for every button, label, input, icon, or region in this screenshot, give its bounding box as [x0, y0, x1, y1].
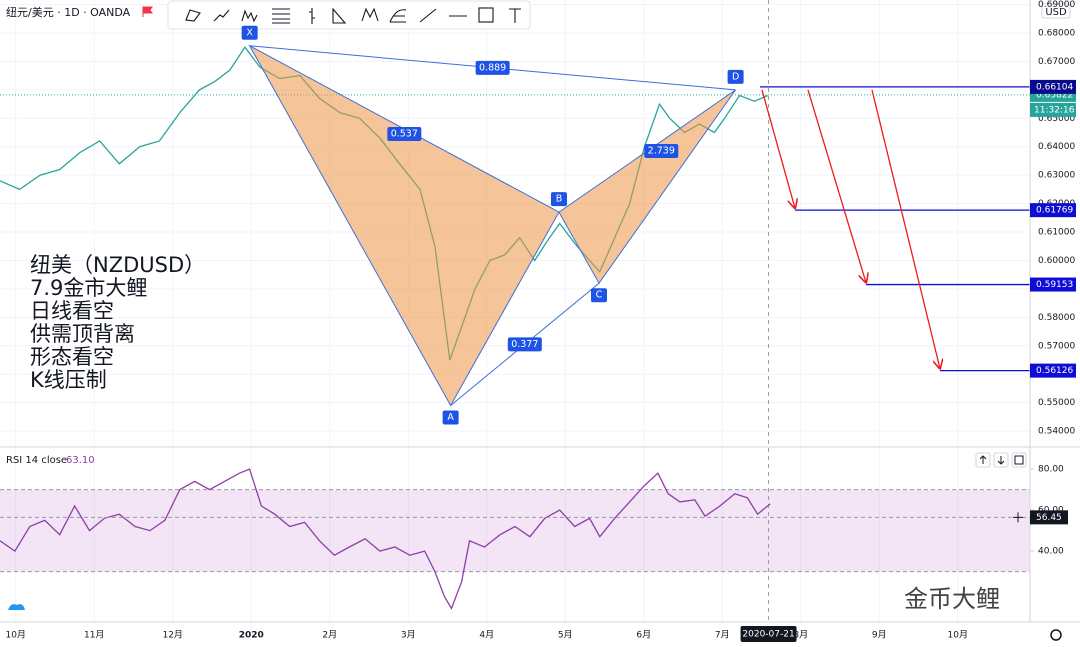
symbol-title: 纽元/美元 · 1D · OANDA	[6, 5, 131, 19]
pane-button[interactable]	[993, 452, 1009, 468]
annotation-line: 7.9金市大鲤	[30, 276, 147, 300]
point-label: B	[556, 194, 563, 205]
y-tick-label: 0.58000	[1038, 313, 1075, 323]
y-tick-label: 0.63000	[1038, 171, 1075, 181]
x-tick-label: 12月	[162, 630, 182, 641]
tool-icon[interactable]	[509, 8, 521, 23]
tool-icon[interactable]	[241, 9, 258, 23]
annotation-line: 日线看空	[30, 299, 114, 323]
ratio-box	[644, 143, 679, 158]
level-box	[1030, 277, 1076, 292]
level-label: 0.61769	[1036, 206, 1073, 216]
x-tick-label: 4月	[479, 630, 494, 641]
x-tick-label: 7月	[715, 630, 730, 641]
y-tick-label: 0.64000	[1038, 142, 1075, 152]
y-tick-label: 0.54000	[1038, 427, 1075, 437]
tool-icon[interactable]	[419, 8, 437, 23]
countdown: 11:32:16	[1034, 105, 1075, 115]
point-box	[591, 288, 608, 303]
crosshair-icon	[1013, 512, 1023, 523]
level-label: 0.66104	[1036, 82, 1073, 92]
y-tick-label: 0.69000	[1038, 0, 1075, 10]
watermark: 金币大鲤	[904, 585, 1000, 613]
x-tick-label: 10月	[948, 630, 968, 641]
logo-icon[interactable]	[8, 604, 25, 610]
level-box	[1030, 79, 1076, 94]
point-label: C	[596, 290, 603, 301]
rsi-last-label: 56.45	[1036, 513, 1062, 523]
pane-button[interactable]	[975, 452, 991, 468]
currency-box[interactable]	[1041, 3, 1071, 19]
countdown-box	[1030, 102, 1076, 117]
tool-icon[interactable]	[272, 8, 290, 24]
y-tick-label: 0.65000	[1038, 114, 1075, 124]
annotation-line: K线压制	[30, 368, 107, 392]
annotation-line: 纽美（NZDUSD）	[30, 253, 205, 277]
point-label: X	[246, 27, 253, 38]
rsi-title: RSI 14 close	[6, 455, 67, 466]
tool-icon[interactable]	[213, 9, 230, 22]
target-arrow	[807, 89, 866, 283]
x-tick-label: 8月	[793, 630, 808, 641]
cursor-label-box	[740, 626, 797, 642]
tool-icon[interactable]	[389, 9, 407, 23]
rsi-last-box	[1030, 510, 1068, 525]
level-label: 0.56126	[1036, 366, 1073, 376]
y-tick-label: 0.68000	[1038, 28, 1075, 38]
target-arrow	[761, 89, 795, 208]
annotation-line: 供需顶背离	[30, 322, 135, 346]
x-tick-label: 3月	[401, 630, 416, 641]
point-box	[442, 410, 459, 425]
x-tick-label: 9月	[872, 630, 887, 641]
ratio-box	[507, 337, 542, 352]
x-tick-label: 2020	[239, 631, 264, 641]
tool-icon[interactable]	[478, 7, 494, 23]
x-tick-label: 11月	[84, 630, 104, 641]
level-box	[1030, 363, 1076, 378]
ratio-box	[387, 126, 422, 141]
point-box	[550, 192, 567, 207]
y-tick-label: 0.57000	[1038, 341, 1075, 351]
x-tick-label: 5月	[558, 630, 573, 641]
tool-icon[interactable]	[185, 9, 201, 22]
level-box	[1030, 203, 1076, 218]
point-label: D	[732, 71, 739, 82]
cursor-label: 2020-07-21	[742, 630, 794, 640]
target-arrow	[871, 89, 940, 369]
tool-icon[interactable]	[361, 7, 379, 22]
drawing-toolbar	[167, 0, 531, 30]
rsi-band	[0, 489, 1030, 572]
y-tick-label: 0.61000	[1038, 228, 1075, 238]
pane-button[interactable]	[1011, 452, 1027, 468]
annotation-line: 形态看空	[30, 345, 114, 369]
settings-icon[interactable]	[1050, 629, 1062, 641]
level-label: 0.59153	[1036, 280, 1073, 290]
x-tick-label: 2月	[322, 630, 337, 641]
rsi-legend-value: 63.10	[66, 455, 95, 466]
point-box	[727, 69, 744, 84]
point-box	[241, 25, 258, 40]
last-price-label: 0.65822	[1036, 90, 1073, 100]
ratio-label: 2.739	[648, 145, 675, 156]
ratio-label: 0.889	[479, 62, 506, 73]
y-tick-label: 0.67000	[1038, 57, 1075, 67]
currency: USD	[1045, 7, 1067, 18]
ratio-label: 0.537	[391, 128, 418, 139]
flag-icon[interactable]	[142, 6, 153, 17]
y-tick-label: 80.00	[1038, 465, 1064, 475]
y-tick-label: 40.00	[1038, 547, 1064, 557]
y-tick-label: 0.60000	[1038, 256, 1075, 266]
pane-buttons	[975, 452, 1027, 468]
tool-icon[interactable]	[332, 7, 347, 24]
tool-icon[interactable]	[309, 8, 315, 24]
x-tick-label: 10月	[5, 630, 25, 641]
x-tick-label: 6月	[636, 630, 651, 641]
ratio-box	[475, 60, 510, 75]
series-line	[0, 468, 771, 611]
y-tick-label: 0.55000	[1038, 398, 1075, 408]
point-label: A	[447, 412, 454, 423]
ratio-label: 0.377	[511, 339, 538, 350]
